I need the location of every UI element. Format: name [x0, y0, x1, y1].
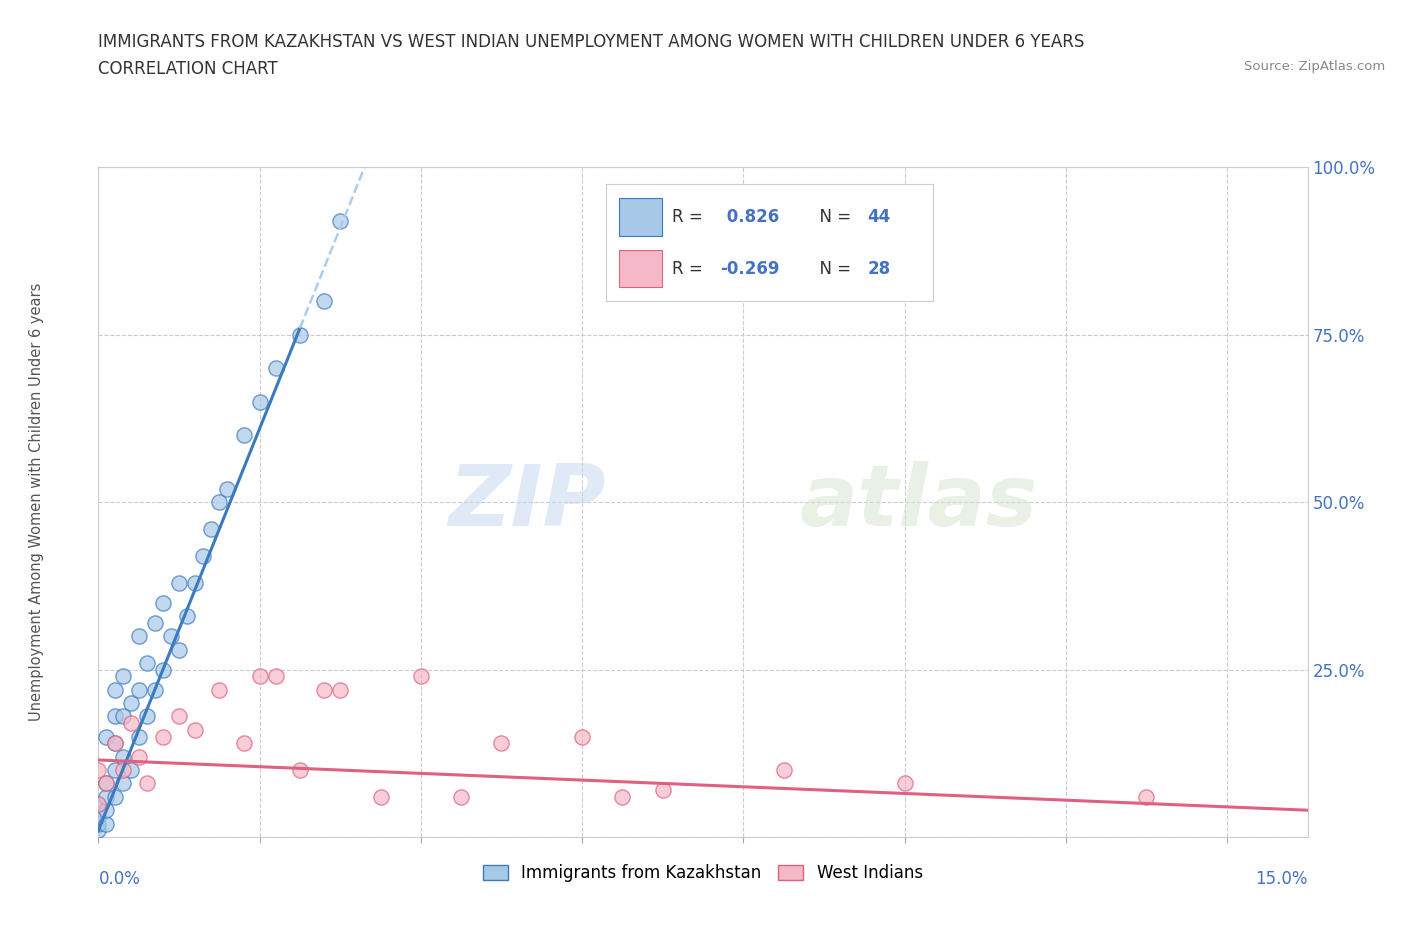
Point [96, 776, 118, 790]
Point [193, 549, 215, 564]
Point [167, 709, 190, 724]
Point [120, 696, 142, 711]
Text: -0.269: -0.269 [720, 259, 780, 277]
Point [120, 716, 142, 731]
Point [111, 776, 134, 790]
Point [329, 214, 352, 229]
Point [103, 736, 125, 751]
Text: N =: N = [808, 208, 856, 226]
Point [167, 575, 190, 590]
Point [87, 823, 110, 838]
Point [96, 817, 118, 831]
Point [264, 361, 287, 376]
Point [135, 709, 157, 724]
Point [1135, 790, 1157, 804]
Point [208, 495, 231, 510]
Point [143, 616, 166, 631]
Point [200, 522, 222, 537]
Point [264, 669, 287, 684]
Point [232, 428, 254, 443]
Text: Source: ZipAtlas.com: Source: ZipAtlas.com [1244, 60, 1385, 73]
Point [160, 629, 183, 644]
Point [111, 750, 134, 764]
Point [167, 642, 190, 657]
Point [208, 683, 231, 698]
Text: 0.0%: 0.0% [98, 870, 141, 888]
Point [893, 776, 915, 790]
Point [491, 736, 513, 751]
Point [288, 763, 311, 777]
Point [152, 662, 174, 677]
Point [87, 796, 110, 811]
Point [96, 803, 118, 817]
Point [329, 683, 352, 698]
Point [370, 790, 392, 804]
Point [249, 669, 271, 684]
Point [152, 729, 174, 744]
Point [103, 736, 125, 751]
Point [249, 394, 271, 409]
Text: CORRELATION CHART: CORRELATION CHART [98, 60, 278, 78]
Text: R =: R = [672, 208, 707, 226]
Point [103, 683, 125, 698]
Point [143, 683, 166, 698]
Text: 0.826: 0.826 [720, 208, 779, 226]
Point [152, 595, 174, 610]
Text: Unemployment Among Women with Children Under 6 years: Unemployment Among Women with Children U… [30, 283, 44, 722]
Point [128, 629, 150, 644]
Point [612, 790, 634, 804]
Point [135, 776, 157, 790]
Point [87, 817, 110, 831]
Point [120, 763, 142, 777]
Text: ZIP: ZIP [449, 460, 606, 544]
Point [184, 575, 207, 590]
Point [772, 763, 794, 777]
Point [450, 790, 472, 804]
Point [111, 709, 134, 724]
Legend: Immigrants from Kazakhstan, West Indians: Immigrants from Kazakhstan, West Indians [477, 857, 929, 889]
Point [87, 809, 110, 824]
Point [176, 608, 198, 623]
Point [87, 796, 110, 811]
Point [135, 656, 157, 671]
Text: atlas: atlas [800, 460, 1038, 544]
Point [111, 669, 134, 684]
Text: N =: N = [808, 259, 856, 277]
Point [651, 783, 673, 798]
Point [128, 729, 150, 744]
Point [87, 763, 110, 777]
Point [103, 763, 125, 777]
Point [96, 790, 118, 804]
Text: 28: 28 [868, 259, 890, 277]
Bar [619, 250, 662, 287]
Point [217, 482, 239, 497]
Point [128, 750, 150, 764]
Point [571, 729, 593, 744]
Text: R =: R = [672, 259, 707, 277]
Point [128, 683, 150, 698]
Point [409, 669, 432, 684]
Point [103, 709, 125, 724]
Point [96, 776, 118, 790]
Point [103, 790, 125, 804]
Point [232, 736, 254, 751]
Point [314, 294, 336, 309]
Text: 44: 44 [868, 208, 890, 226]
Point [96, 729, 118, 744]
Point [184, 723, 207, 737]
Point [288, 327, 311, 342]
Point [111, 763, 134, 777]
Text: 15.0%: 15.0% [1256, 870, 1308, 888]
Text: IMMIGRANTS FROM KAZAKHSTAN VS WEST INDIAN UNEMPLOYMENT AMONG WOMEN WITH CHILDREN: IMMIGRANTS FROM KAZAKHSTAN VS WEST INDIA… [98, 33, 1085, 50]
Point [314, 683, 336, 698]
Bar [619, 198, 662, 235]
